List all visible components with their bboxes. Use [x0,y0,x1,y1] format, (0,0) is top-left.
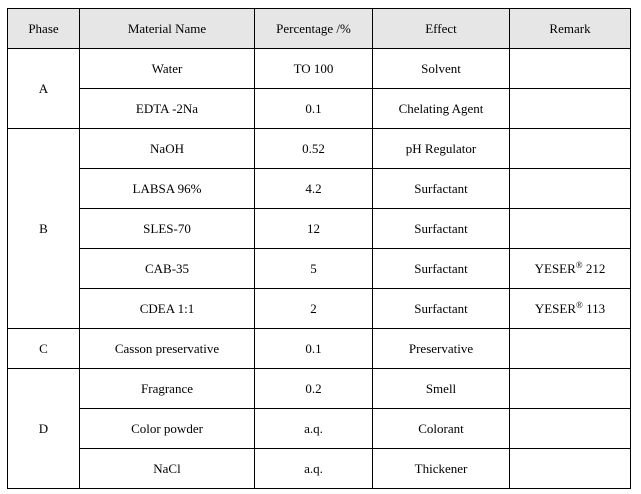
effect-cell: Preservative [372,328,510,369]
remark-cell [509,48,631,89]
registered-mark: ® [575,259,583,270]
effect-cell: Surfactant [372,208,510,249]
table-row: SLES-70 12 Surfactant [8,208,631,249]
remark-brand: YESER [534,300,577,316]
effect-cell: Surfactant [372,248,510,289]
remark-cell [509,408,631,449]
effect-cell: Solvent [372,48,510,89]
table-row: Color powder a.q. Colorant [8,408,631,449]
remark-code: 212 [582,260,606,276]
table-row: A Water TO 100 Solvent [7,48,631,129]
header-percentage: Percentage /% [254,8,373,49]
effect-cell: Surfactant [372,288,510,329]
table-row: CDEA 1:1 2 Surfactant YESER® 113 [8,288,631,329]
phase-cell-b: B [7,128,80,329]
material-cell: LABSA 96% [79,168,255,209]
remark-cell: YESER® 212 [509,248,631,289]
effect-cell: Colorant [372,408,510,449]
phase-cell-c: C [7,328,80,369]
table-row: NaCl a.q. Thickener [8,448,631,489]
percentage-cell: 5 [254,248,373,289]
remark-cell [509,208,631,249]
material-cell: Fragrance [79,368,255,409]
remark-cell [509,368,631,409]
effect-cell: Thickener [372,448,510,489]
material-cell: NaCl [79,448,255,489]
effect-cell: Chelating Agent [372,88,510,129]
remark-cell [509,88,631,129]
material-cell: SLES-70 [79,208,255,249]
material-cell: Casson preservative [79,328,255,369]
table-row: LABSA 96% 4.2 Surfactant [8,168,631,209]
header-effect: Effect [372,8,510,49]
remark-code: 113 [582,300,606,316]
table-row: CAB-35 5 Surfactant YESER® 212 [8,248,631,289]
percentage-cell: a.q. [254,448,373,489]
percentage-cell: 0.52 [254,128,373,169]
percentage-cell: TO 100 [254,48,373,89]
registered-mark: ® [576,299,583,310]
header-material-name: Material Name [79,8,255,49]
table-row: EDTA -2Na 0.1 Chelating Agent [8,88,631,129]
percentage-cell: 0.2 [254,368,373,409]
header-phase: Phase [7,8,80,49]
remark-cell [509,128,631,169]
remark-cell [509,448,631,489]
remark-cell [509,328,631,369]
percentage-cell: a.q. [254,408,373,449]
remark-cell: YESER® 113 [509,288,631,329]
material-cell: NaOH [79,128,255,169]
material-cell: CAB-35 [79,248,255,289]
table-row: C Casson preservative 0.1 Preservative [7,328,631,369]
material-cell: CDEA 1:1 [79,288,255,329]
percentage-cell: 2 [254,288,373,329]
effect-cell: Smell [372,368,510,409]
header-row: Phase Material Name Percentage /% Effect… [7,8,631,49]
percentage-cell: 12 [254,208,373,249]
material-cell: EDTA -2Na [79,88,255,129]
remark-brand: YESER [534,260,576,276]
percentage-cell: 0.1 [254,88,373,129]
material-cell: Water [79,48,255,89]
percentage-cell: 0.1 [254,328,373,369]
remark-cell [509,168,631,209]
percentage-cell: 4.2 [254,168,373,209]
table-row: B NaOH 0.52 pH Regulator [7,128,631,329]
formulation-table: Phase Material Name Percentage /% Effect… [7,8,631,489]
material-cell: Color powder [79,408,255,449]
effect-cell: Surfactant [372,168,510,209]
header-remark: Remark [509,8,631,49]
table-row: D Fragrance 0.2 Smell [7,368,631,489]
effect-cell: pH Regulator [372,128,510,169]
phase-cell-d: D [7,368,80,489]
phase-cell-a: A [7,48,80,129]
